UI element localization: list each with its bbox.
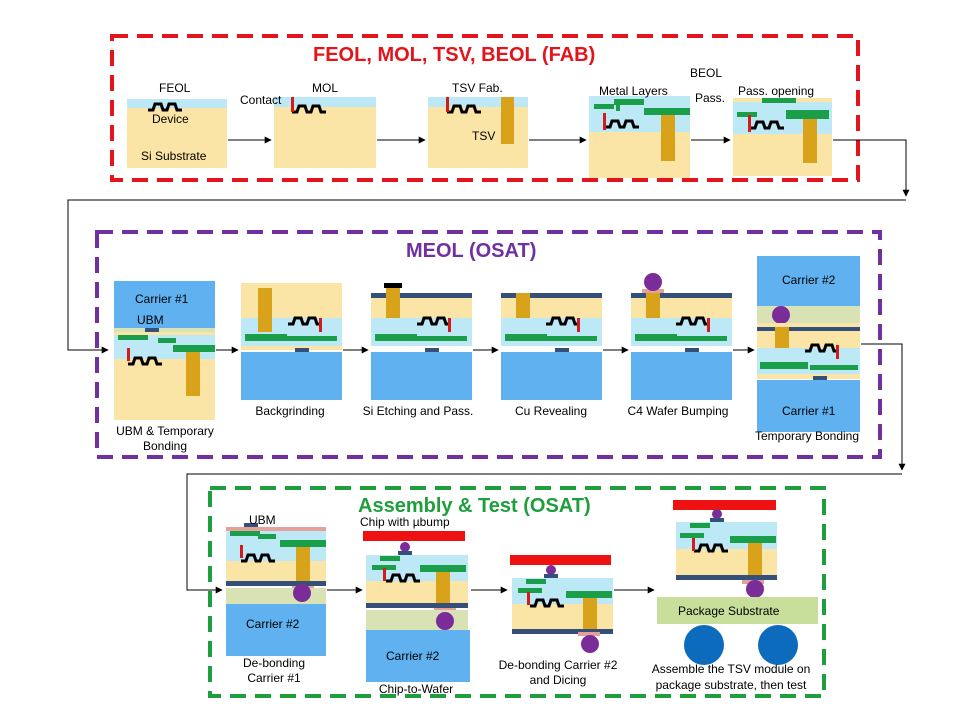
label-beol: BEOL bbox=[690, 66, 723, 80]
label-si-substrate: Si Substrate bbox=[141, 149, 207, 163]
label-si-etching: Si Etching and Pass. bbox=[362, 404, 474, 418]
fab-section-frame bbox=[110, 34, 860, 182]
label-ubm-assembly: UBM bbox=[249, 513, 276, 527]
label-mol: MOL bbox=[312, 81, 339, 95]
arrow-meol-exit bbox=[861, 343, 906, 471]
debond-carrier2-dicing-diagram bbox=[510, 555, 613, 653]
label-pass: Pass. bbox=[695, 91, 726, 105]
label-cu-revealing: Cu Revealing bbox=[514, 404, 588, 418]
package-assembly-diagram bbox=[657, 500, 818, 665]
fab-section-title: FEOL, MOL, TSV, BEOL (FAB) bbox=[313, 44, 596, 66]
label-debond1: De-bonding bbox=[242, 656, 306, 670]
c4-bumping-diagram bbox=[631, 273, 732, 400]
label-ubm: UBM bbox=[137, 313, 164, 327]
mol-step-diagram bbox=[274, 97, 376, 168]
label-assemble-2: package substrate, then test bbox=[655, 678, 807, 692]
label-carrier2-assembly: Carrier #2 bbox=[246, 617, 300, 631]
label-chip-to-wafer: Chip-to-Wafer bbox=[378, 682, 454, 696]
label-debond2: De-bonding Carrier #2 bbox=[498, 658, 618, 672]
label-tsv-fab: TSV Fab. bbox=[452, 81, 503, 95]
label-carrier2: Carrier #2 bbox=[782, 273, 836, 287]
temporary-bonding-diagram bbox=[757, 256, 860, 432]
label-metal-layers: Metal Layers bbox=[599, 84, 668, 98]
label-temporary-bonding: Temporary Bonding bbox=[754, 429, 860, 443]
label-backgrinding: Backgrinding bbox=[255, 404, 325, 418]
cu-revealing-diagram bbox=[501, 293, 602, 400]
chip-to-wafer-diagram bbox=[363, 531, 470, 682]
tsv-fab-step-diagram bbox=[428, 97, 528, 168]
backgrinding-diagram bbox=[241, 283, 342, 400]
label-pass-opening: Pass. opening bbox=[738, 84, 815, 98]
label-assemble: Assemble the TSV module on bbox=[651, 662, 811, 676]
label-c4-bumping: C4 Wafer Bumping bbox=[627, 404, 729, 418]
arrow-fab-exit bbox=[833, 139, 910, 197]
label-contact: Contact bbox=[240, 93, 282, 107]
feol-step-diagram bbox=[127, 99, 227, 168]
si-etching-diagram bbox=[371, 283, 472, 400]
label-package-substrate: Package Substrate bbox=[678, 604, 780, 618]
meol-section-frame bbox=[95, 230, 882, 459]
label-ubm-temp-bonding: UBM & Temporary bbox=[116, 424, 214, 438]
label-chip-with-ubump: Chip with µbump bbox=[360, 515, 450, 529]
ubm-temp-bonding-diagram bbox=[114, 281, 215, 420]
label-carrier1: Carrier #1 bbox=[135, 292, 189, 306]
pass-opening-step-diagram bbox=[733, 98, 832, 176]
assembly-section-title: Assembly & Test (OSAT) bbox=[358, 495, 591, 517]
arrow-to-assembly bbox=[186, 473, 902, 594]
label-debond2-2: and Dicing bbox=[529, 673, 587, 687]
label-device: Device bbox=[152, 112, 189, 126]
debond-carrier1-diagram bbox=[226, 523, 326, 656]
arrow-to-meol bbox=[67, 199, 906, 354]
assembly-section-frame bbox=[208, 486, 826, 698]
meol-section-title: MEOL (OSAT) bbox=[406, 240, 537, 262]
label-debond1-2: Carrier #1 bbox=[247, 671, 301, 685]
label-tsv: TSV bbox=[472, 129, 496, 143]
metal-layers-step-diagram bbox=[589, 96, 690, 178]
label-feol: FEOL bbox=[159, 81, 191, 95]
label-carrier1-bottom: Carrier #1 bbox=[782, 404, 836, 418]
label-ubm-temp-bonding-2: Bonding bbox=[142, 439, 188, 453]
label-carrier2-c2w: Carrier #2 bbox=[386, 649, 440, 663]
